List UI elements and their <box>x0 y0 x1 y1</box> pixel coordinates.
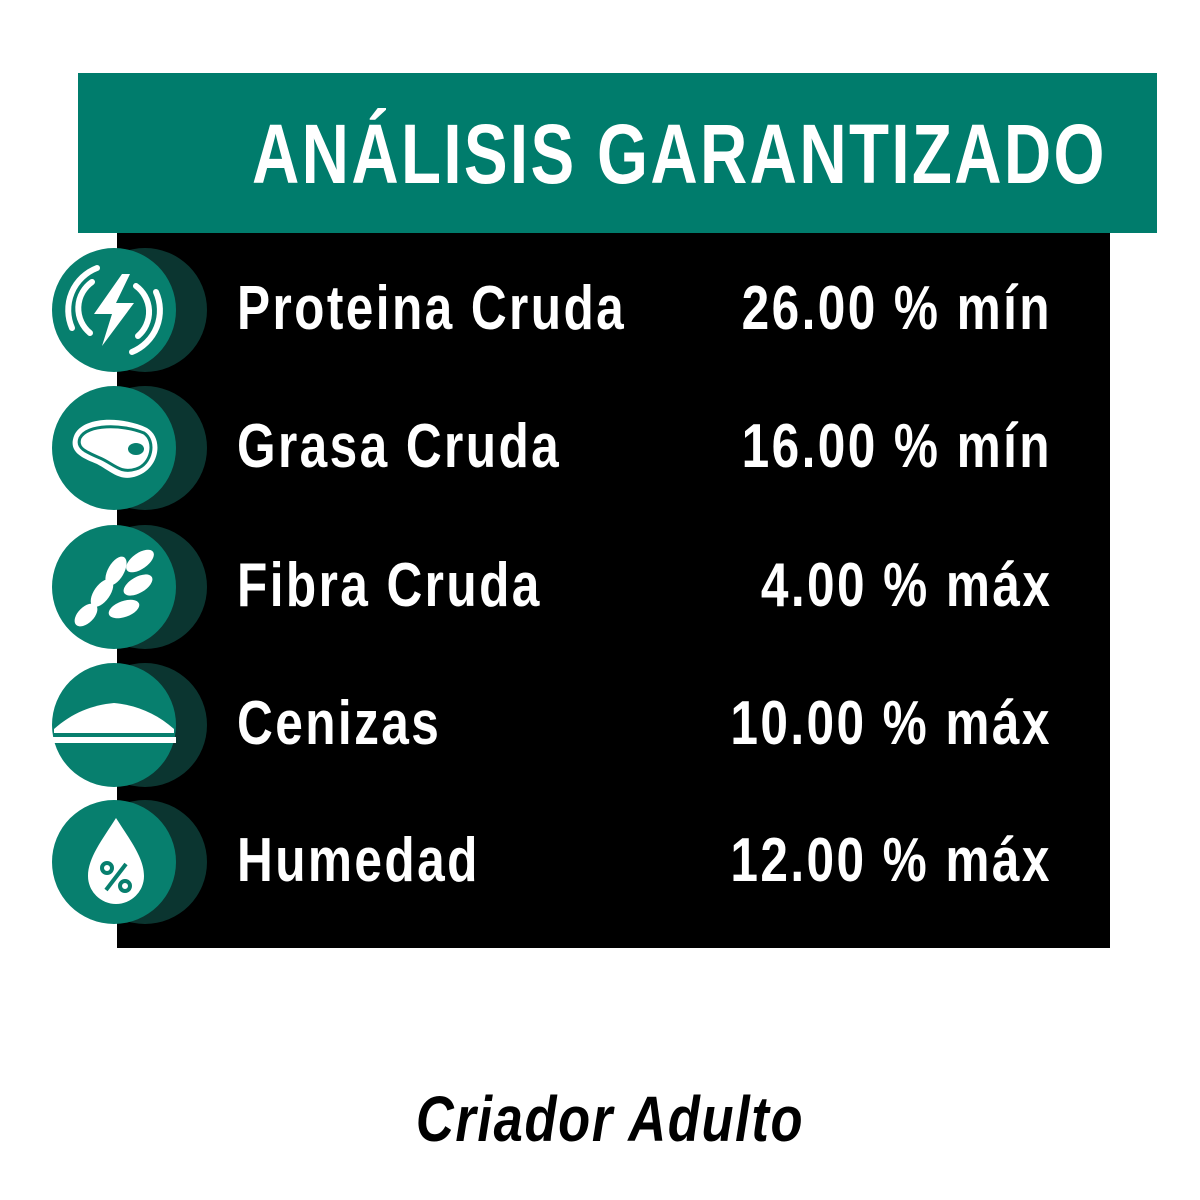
product-name: Criador Adulto <box>415 1083 805 1155</box>
nutrient-label: Cenizas <box>237 689 442 758</box>
analysis-panel <box>117 233 1110 948</box>
analysis-row-ash: Cenizas 10.00 % máx <box>0 663 1200 855</box>
meat-steak-icon <box>52 386 176 510</box>
nutrient-value: 26.00 % mín <box>741 274 1052 343</box>
wheat-leaf-icon <box>52 525 176 649</box>
nutrient-value: 4.00 % máx <box>760 551 1052 620</box>
ash-pile-icon <box>52 663 176 787</box>
header-bar <box>78 73 1157 233</box>
page-title: ANÁLISIS GARANTIZADO <box>252 107 1107 201</box>
analysis-row-fiber: Fibra Cruda 4.00 % máx <box>0 525 1200 717</box>
analysis-row-protein: Proteina Cruda 26.00 % mín <box>0 248 1200 440</box>
nutrient-label: Fibra Cruda <box>237 551 542 620</box>
analysis-row-fat: Grasa Cruda 16.00 % mín <box>0 386 1200 578</box>
nutrient-label: Proteina Cruda <box>237 274 627 343</box>
nutrient-label: Humedad <box>237 826 480 895</box>
nutrient-label: Grasa Cruda <box>237 412 562 481</box>
nutrient-value: 10.00 % máx <box>730 689 1052 758</box>
water-drop-percent-icon <box>52 800 176 924</box>
analysis-row-moisture: Humedad 12.00 % máx <box>0 800 1200 992</box>
energy-bolt-icon <box>52 248 176 372</box>
nutrient-value: 16.00 % mín <box>741 412 1052 481</box>
nutrient-value: 12.00 % máx <box>730 826 1052 895</box>
